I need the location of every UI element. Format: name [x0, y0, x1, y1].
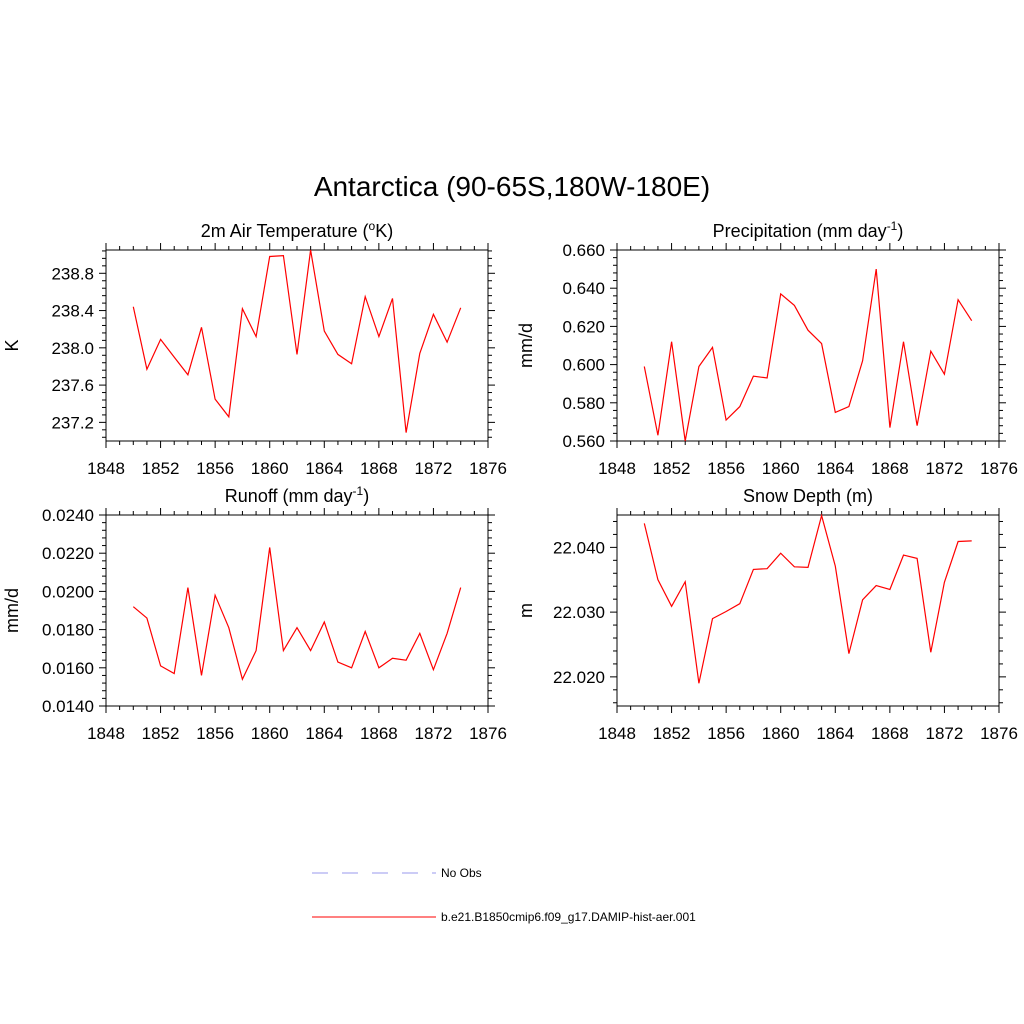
precipitation-title-suffix: ) [897, 221, 903, 241]
temperature-y-tick-label: 238.0 [51, 339, 94, 358]
snow-depth-x-tick-label: 1852 [653, 724, 691, 743]
temperature-series-line-0 [132, 249, 462, 433]
precipitation-y-tick-label: 0.560 [562, 432, 605, 451]
runoff-x-tick-label: 1860 [251, 724, 289, 743]
runoff-x-tick-label: 1876 [469, 724, 507, 743]
runoff-x-tick-label: 1872 [415, 724, 453, 743]
temperature-x-tick-label: 1868 [360, 459, 398, 478]
snow-depth-panel-title: Snow Depth (m) [743, 486, 873, 506]
runoff-y-tick-label: 0.0160 [42, 659, 94, 678]
snow-depth-x-tick-label: 1848 [598, 724, 636, 743]
precipitation-series-line-0 [643, 269, 973, 442]
precipitation-x-tick-label: 1852 [653, 459, 691, 478]
snow-depth-y-axis-label: m [516, 603, 536, 618]
snow-depth-x-tick-label: 1864 [816, 724, 854, 743]
snow-depth-y-tick-label: 22.030 [553, 603, 605, 622]
runoff-series-line-0 [132, 547, 462, 682]
precipitation-y-tick-label: 0.600 [562, 356, 605, 375]
precipitation-panel-title: Precipitation (mm day-1) [713, 219, 904, 241]
legend-label-model: b.e21.B1850cmip6.f09_g17.DAMIP-hist-aer.… [441, 910, 696, 924]
runoff-y-tick-label: 0.0200 [42, 582, 94, 601]
temperature-plot-frame [105, 249, 489, 442]
temperature-y-tick-label: 238.4 [51, 302, 94, 321]
runoff-plot-frame [105, 514, 489, 707]
panel-runoff: Runoff (mm day-1) 1848 1852 1856 1860 1864 186… [2, 484, 507, 743]
panel-temperature: 2m Air Temperature (oK) 1848 1852 1856 1860 1… [2, 219, 507, 478]
runoff-y-tick-label: 0.0180 [42, 621, 94, 640]
precipitation-x-tick-label: 1848 [598, 459, 636, 478]
precipitation-x-tick-label: 1856 [707, 459, 745, 478]
precipitation-x-tick-label: 1872 [926, 459, 964, 478]
temperature-title-text: 2m Air Temperature ( [201, 221, 369, 241]
snow-depth-x-tick-label: 1876 [980, 724, 1018, 743]
runoff-x-tick-label: 1856 [196, 724, 234, 743]
snow-depth-x-tick-label: 1868 [871, 724, 909, 743]
figure-title: Antarctica (90-65S,180W-180E) [314, 171, 710, 202]
precipitation-y-tick-label: 0.580 [562, 394, 605, 413]
panels-group: 2m Air Temperature (oK)1848 1852 1856 1860 1… [2, 219, 1018, 743]
runoff-y-axis-label: mm/d [2, 588, 22, 633]
precipitation-y-axis-label: mm/d [516, 323, 536, 368]
temperature-y-tick-label: 238.8 [51, 264, 94, 283]
snow-depth-series-line-0 [643, 513, 972, 684]
temperature-x-tick-label: 1876 [469, 459, 507, 478]
legend: No Obs b.e21.B1850cmip6.f09_g17.DAMIP-hi… [312, 866, 696, 924]
precipitation-x-tick-label: 1876 [980, 459, 1018, 478]
panel-snow-depth: Snow Depth (m) 1848 1852 1856 1860 1864 1868 18… [516, 486, 1018, 743]
snow-depth-x-tick-label: 1872 [926, 724, 964, 743]
temperature-x-tick-label: 1852 [142, 459, 180, 478]
runoff-y-tick-label: 0.0240 [42, 506, 94, 525]
runoff-x-tick-label: 1868 [360, 724, 398, 743]
snow-depth-plot-frame [616, 514, 1000, 707]
temperature-x-tick-label: 1860 [251, 459, 289, 478]
runoff-title-text: Runoff (mm day [225, 486, 353, 506]
temperature-title-superscript: o [369, 219, 376, 233]
precipitation-x-tick-label: 1868 [871, 459, 909, 478]
precipitation-title-text: Precipitation (mm day [713, 221, 887, 241]
temperature-y-tick-label: 237.2 [51, 413, 94, 432]
snow-depth-title-text: Snow Depth (m) [743, 486, 873, 506]
runoff-panel-title: Runoff (mm day-1) [225, 484, 369, 506]
precipitation-y-tick-label: 0.660 [562, 241, 605, 260]
legend-label-no-obs: No Obs [441, 866, 482, 880]
temperature-title-suffix: K) [375, 221, 393, 241]
temperature-y-axis-label: K [2, 339, 22, 351]
runoff-title-superscript: -1 [353, 484, 364, 498]
snow-depth-x-tick-label: 1860 [762, 724, 800, 743]
runoff-x-tick-label: 1852 [142, 724, 180, 743]
runoff-x-tick-label: 1864 [305, 724, 343, 743]
snow-depth-y-tick-label: 22.020 [553, 668, 605, 687]
temperature-x-tick-label: 1856 [196, 459, 234, 478]
precipitation-x-tick-label: 1864 [816, 459, 854, 478]
precipitation-y-tick-label: 0.620 [562, 317, 605, 336]
temperature-y-tick-label: 237.6 [51, 376, 94, 395]
snow-depth-y-tick-label: 22.040 [553, 538, 605, 557]
panel-precipitation: Precipitation (mm day-1) 1848 1852 1856 1860… [516, 219, 1018, 478]
runoff-y-tick-label: 0.0220 [42, 544, 94, 563]
runoff-y-tick-label: 0.0140 [42, 697, 94, 716]
temperature-x-tick-label: 1848 [87, 459, 125, 478]
precipitation-title-superscript: -1 [887, 219, 898, 233]
temperature-x-tick-label: 1872 [415, 459, 453, 478]
precipitation-x-tick-label: 1860 [762, 459, 800, 478]
temperature-panel-title: 2m Air Temperature (oK) [201, 219, 393, 241]
runoff-x-tick-label: 1848 [87, 724, 125, 743]
snow-depth-x-tick-label: 1856 [707, 724, 745, 743]
precipitation-plot-frame [616, 249, 1000, 442]
temperature-x-tick-label: 1864 [305, 459, 343, 478]
precipitation-y-tick-label: 0.640 [562, 279, 605, 298]
runoff-title-suffix: ) [363, 486, 369, 506]
